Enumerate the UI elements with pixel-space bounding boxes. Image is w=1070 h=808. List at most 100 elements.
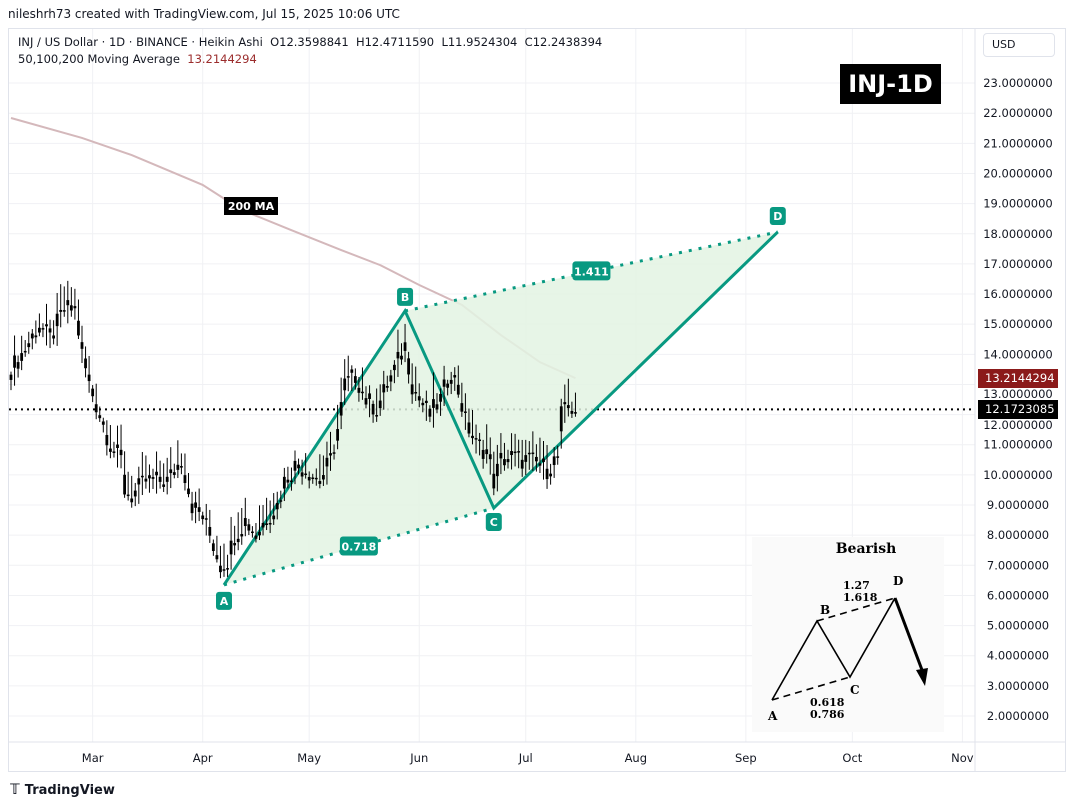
- candle-body: [279, 500, 283, 502]
- x-tick-label: Aug: [625, 751, 647, 765]
- y-tick-label: 22.0000000: [983, 106, 1053, 120]
- currency-button[interactable]: USD: [983, 33, 1055, 57]
- candle-body: [80, 342, 84, 349]
- candle-body: [133, 490, 137, 497]
- candle-body: [439, 393, 442, 402]
- candle-body: [229, 540, 233, 555]
- candle-body: [268, 522, 272, 525]
- candle-body: [172, 472, 176, 475]
- candle-body: [69, 305, 73, 311]
- candle-body: [325, 457, 329, 467]
- candle-body: [517, 451, 521, 453]
- ma-label[interactable]: 50,100,200 Moving Average: [18, 52, 180, 66]
- candle-body: [464, 411, 467, 413]
- point-label-b: B: [401, 291, 409, 304]
- x-tick-label: Sep: [735, 751, 757, 765]
- candle-body: [542, 458, 545, 463]
- y-tick-label: 23.0000000: [983, 76, 1053, 90]
- candle-body: [467, 422, 471, 434]
- inset-arrow-shaft: [893, 597, 924, 671]
- candle-body: [62, 310, 66, 312]
- y-tick-label: 16.0000000: [983, 287, 1053, 301]
- candle-body: [201, 515, 205, 520]
- candle-body: [407, 358, 410, 375]
- candle-body: [549, 473, 552, 477]
- tradingview-logo[interactable]: 𝕋 TradingView: [10, 782, 115, 798]
- candle-body: [453, 375, 457, 378]
- y-tick-label: 15.0000000: [983, 317, 1053, 331]
- candle-body: [396, 351, 400, 359]
- candle-body: [20, 353, 24, 361]
- y-tick-label: 11.0000000: [983, 438, 1053, 452]
- candle-body: [527, 452, 531, 455]
- symbol-legend: INJ / US Dollar · 1D · BINANCE · Heikin …: [18, 35, 602, 49]
- candle-body: [424, 400, 428, 404]
- candle-body: [435, 404, 439, 410]
- candle-body: [258, 531, 261, 536]
- y-tick-label: 9.0000000: [987, 498, 1049, 512]
- candle-body: [144, 478, 148, 482]
- candle-body: [343, 378, 347, 391]
- candle-body: [417, 396, 421, 401]
- x-tick-label: Jun: [409, 751, 428, 765]
- candle-body: [346, 376, 350, 378]
- candle-body: [442, 379, 446, 387]
- candle-body: [101, 421, 105, 425]
- candle-body: [45, 324, 48, 327]
- point-label-a: A: [220, 595, 229, 608]
- y-tick-label: 17.0000000: [983, 257, 1053, 271]
- candle-body: [30, 333, 34, 339]
- x-tick-label: Apr: [193, 751, 213, 765]
- candle-body: [236, 538, 240, 543]
- candle-body: [243, 518, 247, 527]
- symbol-name[interactable]: INJ / US Dollar · 1D · BINANCE · Heikin …: [18, 35, 263, 49]
- candle-body: [34, 335, 38, 338]
- candle-body: [52, 335, 55, 339]
- pattern-fill: [224, 231, 778, 585]
- candle-body: [478, 439, 481, 442]
- ratio-bd-box: [572, 261, 611, 281]
- candle-body: [169, 469, 173, 474]
- x-tick-label: May: [297, 751, 321, 765]
- inset-title: Bearish: [836, 541, 897, 557]
- ratio-bd: 1.411: [574, 265, 609, 278]
- title-badge: INJ-1D: [840, 64, 941, 104]
- candle-body: [382, 384, 386, 393]
- y-tick-label: 7.0000000: [987, 558, 1049, 572]
- candle-body: [403, 342, 407, 351]
- candle-body: [339, 402, 343, 416]
- candle-body: [481, 449, 485, 459]
- ohlc-open: O12.3598841: [270, 35, 349, 49]
- candle-body: [16, 362, 20, 369]
- candle-body: [123, 474, 126, 495]
- candle-body: [162, 484, 166, 487]
- candle-body: [98, 415, 102, 419]
- candle-body: [545, 468, 549, 480]
- candle-body: [552, 456, 556, 466]
- point-badge-a: [216, 591, 232, 610]
- y-tick-label: 20.0000000: [983, 166, 1053, 180]
- point-label-d: D: [773, 210, 782, 223]
- candle-body: [332, 452, 336, 454]
- x-tick-label: Nov: [951, 751, 974, 765]
- candle-body: [219, 565, 222, 573]
- candle-body: [137, 478, 141, 485]
- chart-frame: [8, 28, 1066, 772]
- candle-body: [272, 515, 276, 520]
- candle-body: [350, 369, 354, 373]
- candle-body: [66, 300, 70, 306]
- y-tick-label: 12.0000000: [983, 418, 1053, 432]
- candle-body: [456, 384, 460, 395]
- candle-body: [393, 364, 396, 371]
- candle-body: [535, 456, 538, 462]
- last-price-tag: 12.1723085: [978, 400, 1058, 419]
- candle-body: [432, 399, 435, 408]
- candle-body: [73, 306, 77, 309]
- candle-body: [300, 472, 304, 477]
- pattern-labels: A B C D 0.718 1.411 200 MA: [216, 197, 786, 610]
- candle-body: [215, 555, 219, 560]
- candle-body: [488, 454, 492, 460]
- point-badge-b: [397, 287, 414, 306]
